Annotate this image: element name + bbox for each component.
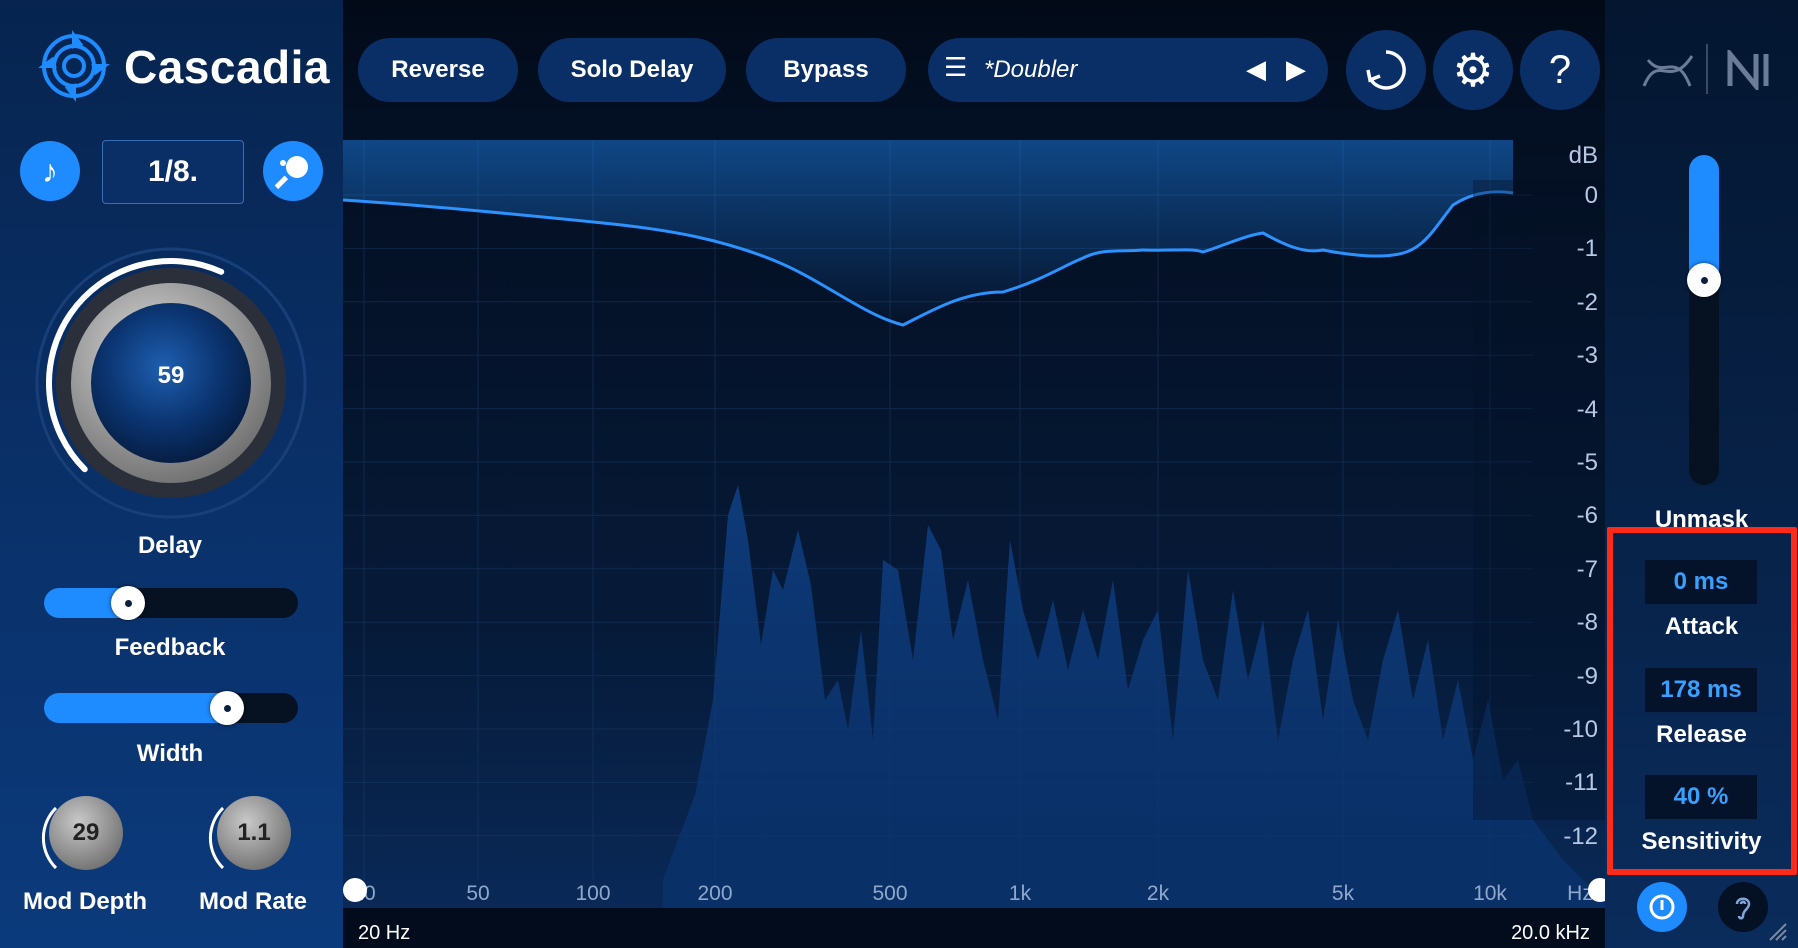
release-value-field[interactable]: 178 ms: [1645, 668, 1757, 712]
listen-button[interactable]: [1718, 882, 1768, 932]
izotope-logo-icon: [1642, 55, 1694, 87]
help-button[interactable]: ?: [1520, 30, 1600, 110]
db-tick-label: -2: [1576, 288, 1598, 316]
help-icon: ?: [1548, 47, 1572, 92]
db-scale-panel: [1473, 180, 1605, 820]
preset-bar: ☰ *Doubler ◀ ▶: [928, 38, 1328, 102]
db-tick-label: -3: [1576, 342, 1598, 370]
delay-knob[interactable]: [28, 240, 314, 526]
unmask-slider-thumb[interactable]: [1687, 263, 1721, 298]
sensitivity-value-field[interactable]: 40 %: [1645, 775, 1757, 819]
envelope-controls-highlight: [1607, 527, 1797, 875]
eq-curve: [343, 190, 1514, 327]
power-icon: [1649, 894, 1675, 920]
db-tick-label: -10: [1563, 716, 1598, 743]
frequency-tick-label: 5k: [1331, 882, 1355, 905]
db-tick-label: -4: [1576, 395, 1598, 423]
width-slider[interactable]: [44, 691, 298, 725]
mod-depth-arc: [41, 806, 58, 870]
frequency-tick-label: 50: [466, 882, 490, 905]
frequency-tick-label: 100: [575, 882, 611, 905]
cascadia-logo-icon: [38, 30, 110, 102]
release-label: Release: [1656, 721, 1747, 748]
range-bar: [343, 908, 1605, 948]
width-slider-thumb[interactable]: [209, 691, 244, 725]
spectrum-area: [663, 485, 1605, 948]
next-preset-icon[interactable]: ▶: [1286, 54, 1306, 84]
music-note-icon: ♪: [42, 152, 58, 189]
history-icon: [1366, 50, 1406, 90]
db-tick-label: -12: [1563, 822, 1598, 850]
mod-rate-knob[interactable]: 1.1: [217, 796, 291, 870]
ping-pong-icon: [274, 156, 308, 190]
ping-pong-button[interactable]: [263, 141, 323, 201]
width-slider-fill: [44, 693, 227, 723]
db-tick-label: -7: [1576, 555, 1598, 583]
previous-preset-icon[interactable]: ◀: [1246, 54, 1266, 84]
history-button[interactable]: [1346, 30, 1426, 110]
left-panel: Cascadia ♪ 1/8. 59 Delay: [0, 0, 343, 948]
feedback-slider[interactable]: [44, 586, 298, 620]
attack-label: Attack: [1664, 613, 1739, 640]
mod-depth-knob[interactable]: 29: [49, 796, 123, 870]
eq-spectrum-display[interactable]: [343, 140, 1605, 948]
frequency-tick-label: Hz: [1567, 882, 1593, 905]
solo-delay-button[interactable]: Solo Delay: [538, 38, 726, 102]
feedback-slider-thumb[interactable]: [110, 586, 145, 620]
tempo-sync-button[interactable]: ♪: [20, 141, 80, 201]
frequency-tick-label: 2k: [1146, 882, 1170, 905]
settings-button[interactable]: ⚙: [1433, 30, 1513, 110]
frequency-tick-label: 200: [697, 882, 733, 905]
ear-icon: [1735, 897, 1751, 920]
mod-depth-label: Mod Depth: [23, 888, 147, 915]
power-button[interactable]: [1637, 882, 1687, 932]
db-tick-label: -9: [1576, 662, 1598, 690]
logo-divider: [1706, 44, 1708, 94]
mod-rate-label: Mod Rate: [199, 888, 307, 915]
bypass-button[interactable]: Bypass: [746, 38, 906, 102]
range-max-label: 20.0 kHz: [1511, 922, 1590, 944]
unmask-slider-fill: [1689, 155, 1719, 281]
resize-handle-icon[interactable]: [1766, 920, 1788, 942]
db-tick-label: -8: [1576, 609, 1598, 637]
app-title: Cascadia: [124, 41, 331, 93]
frequency-tick-label: 1k: [1008, 882, 1032, 905]
db-tick-label: -11: [1565, 769, 1598, 797]
delay-knob-value: 59: [157, 362, 185, 389]
db-tick-label: 0: [1584, 182, 1598, 209]
gear-icon: ⚙: [1452, 44, 1494, 96]
preset-list-icon[interactable]: ☰: [944, 52, 968, 82]
eq-curve-fill: [343, 140, 1513, 325]
sensitivity-label: Sensitivity: [1641, 828, 1762, 855]
low-cut-handle[interactable]: [343, 878, 367, 902]
range-min-label: 20 Hz: [358, 922, 411, 944]
db-tick-label: -1: [1576, 235, 1598, 263]
delay-sync-display[interactable]: 1/8.: [102, 140, 244, 204]
db-unit-label: dB: [1568, 142, 1598, 169]
attack-value-field[interactable]: 0 ms: [1645, 560, 1757, 604]
width-label: Width: [136, 740, 204, 767]
mod-rate-arc: [208, 806, 225, 870]
db-tick-label: -5: [1576, 449, 1598, 476]
unmask-slider[interactable]: [1687, 155, 1721, 485]
db-tick-label: -6: [1576, 502, 1598, 530]
delay-label: Delay: [137, 532, 203, 559]
frequency-tick-label: 10k: [1473, 882, 1507, 905]
ni-logo-icon: [1727, 50, 1769, 90]
frequency-tick-label: 500: [872, 882, 908, 905]
preset-name[interactable]: *Doubler: [984, 56, 1078, 83]
feedback-label: Feedback: [114, 634, 226, 661]
reverse-button[interactable]: Reverse: [358, 38, 518, 102]
